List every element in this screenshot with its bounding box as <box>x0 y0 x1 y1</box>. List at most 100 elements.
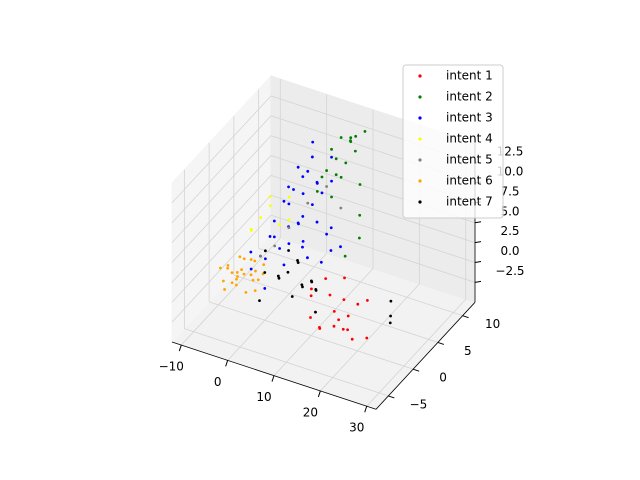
z-tick-label: −2.5 <box>495 264 524 278</box>
point <box>230 271 234 275</box>
x-tick <box>178 344 182 352</box>
grid <box>171 79 476 407</box>
point <box>363 130 367 133</box>
point <box>365 298 369 302</box>
point <box>238 255 242 259</box>
point <box>365 336 369 340</box>
point <box>234 283 238 287</box>
point <box>330 195 333 199</box>
point <box>249 267 253 271</box>
point <box>242 257 246 261</box>
point <box>324 277 328 281</box>
point <box>329 226 333 230</box>
grid-line <box>270 194 476 263</box>
point <box>332 309 336 313</box>
point <box>226 263 230 267</box>
point <box>389 314 392 318</box>
point <box>250 228 253 232</box>
legend-label: intent 4 <box>446 132 493 146</box>
point <box>344 161 348 165</box>
point <box>325 169 329 172</box>
point <box>349 140 353 144</box>
point <box>287 185 290 189</box>
x-tick-label: 30 <box>349 421 364 435</box>
point <box>332 324 336 328</box>
point <box>296 259 299 262</box>
point <box>350 337 354 341</box>
legend-label: intent 3 <box>446 111 493 125</box>
x-tick <box>364 406 368 413</box>
point <box>334 157 338 161</box>
point <box>310 280 314 284</box>
z-tick <box>474 241 482 244</box>
point <box>320 175 324 179</box>
point <box>310 203 314 207</box>
legend-marker <box>418 179 422 183</box>
point <box>242 272 246 276</box>
point <box>253 289 257 293</box>
y-tick <box>437 341 445 345</box>
points <box>219 130 393 341</box>
point <box>358 183 362 186</box>
point <box>310 287 313 291</box>
grid-line <box>227 253 327 361</box>
point <box>282 263 286 267</box>
point <box>349 136 353 140</box>
x-tick-label: 0 <box>214 375 222 389</box>
legend-label: intent 1 <box>446 69 493 83</box>
point <box>287 242 291 246</box>
point <box>330 179 333 183</box>
point <box>223 288 226 291</box>
point <box>277 276 281 280</box>
grid-line <box>258 247 463 317</box>
point <box>339 206 343 210</box>
z-tick <box>474 261 482 264</box>
point <box>259 216 263 219</box>
y-tick-label: 5 <box>464 344 472 358</box>
legend-label: intent 6 <box>446 174 493 188</box>
y-tick-label: −5 <box>410 397 428 411</box>
point <box>249 273 253 277</box>
point <box>301 245 304 249</box>
point <box>263 287 267 290</box>
grid-line <box>171 175 272 283</box>
point <box>334 173 338 177</box>
point <box>339 175 343 179</box>
grid-line <box>366 298 467 407</box>
point <box>306 201 310 205</box>
point <box>253 259 257 263</box>
y-tick-label: 10 <box>485 317 500 331</box>
point <box>244 290 248 294</box>
z-tick <box>474 280 482 283</box>
point <box>301 215 305 218</box>
y-tick-label: 0 <box>439 371 447 385</box>
point <box>278 223 282 227</box>
legend-marker <box>418 158 422 162</box>
point <box>301 175 305 179</box>
point <box>256 278 260 282</box>
legend: intent 1 intent 2 intent 3 intent 4 intent 5… <box>402 64 504 219</box>
point <box>254 269 257 273</box>
point <box>354 134 358 138</box>
point <box>306 256 309 260</box>
point <box>221 279 225 283</box>
point <box>235 270 239 274</box>
point <box>276 274 280 278</box>
point <box>337 318 341 322</box>
point <box>330 147 333 151</box>
point <box>236 275 239 278</box>
point <box>330 155 333 159</box>
point <box>301 192 305 196</box>
point <box>358 213 362 217</box>
point <box>314 310 317 314</box>
point <box>287 249 290 252</box>
grid-line <box>171 115 272 224</box>
grid-line <box>273 268 374 376</box>
point <box>301 239 305 243</box>
point <box>263 271 267 274</box>
grid-line <box>320 283 420 392</box>
point <box>268 195 272 199</box>
point <box>273 244 277 248</box>
z-tick <box>474 221 482 224</box>
point <box>356 302 360 306</box>
